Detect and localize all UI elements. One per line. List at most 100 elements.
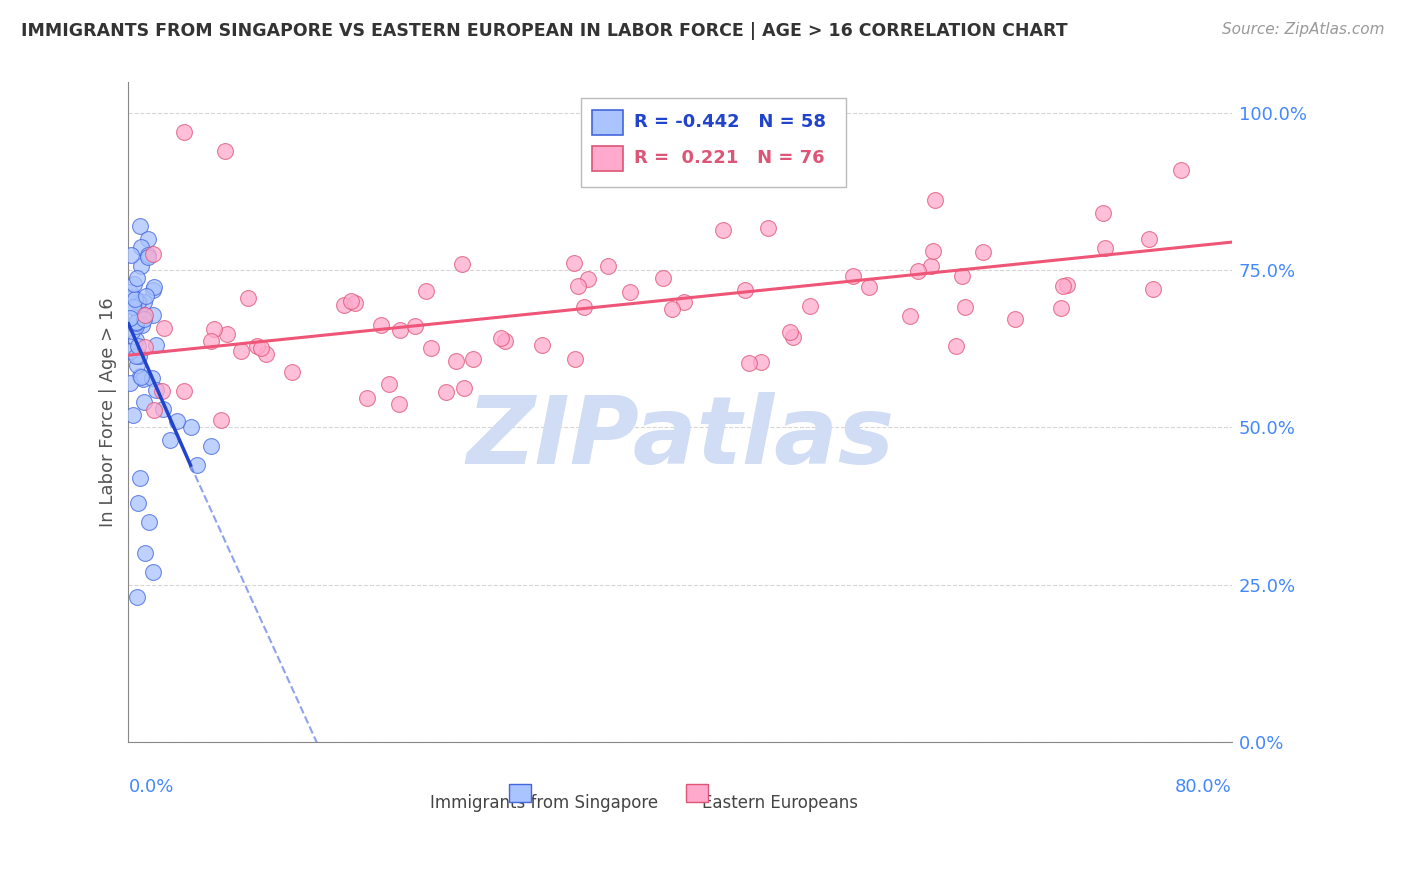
Point [125,270,148,285]
Point [142,402,165,417]
Point [118,343,141,358]
Point [127,339,149,353]
Point [254,347,277,361]
Point [494,334,516,349]
Point [142,565,165,579]
Point [120,247,142,261]
Point [1050,301,1073,315]
Point [567,279,589,293]
Point [134,340,156,354]
Y-axis label: In Labor Force | Age > 16: In Labor Force | Age > 16 [100,297,117,526]
Point [1170,163,1192,178]
Point [127,316,149,330]
Point [145,338,167,352]
Point [124,333,146,347]
Point [132,372,155,386]
Point [145,383,167,397]
Point [217,326,239,341]
Point [356,391,378,405]
Point [451,257,474,271]
Point [531,338,554,352]
Point [343,296,366,310]
Point [779,325,801,339]
Point [1094,241,1116,255]
Point [138,515,160,529]
Point [122,277,145,291]
Text: ZIPatlas: ZIPatlas [465,392,894,484]
Point [749,355,772,369]
Point [131,318,153,332]
Point [127,496,149,510]
Point [711,223,734,237]
Point [858,280,880,294]
Point [200,439,222,453]
Point [118,285,141,300]
Point [214,144,236,158]
Point [1052,279,1074,293]
FancyBboxPatch shape [592,146,623,171]
Point [118,311,141,326]
Point [125,316,148,330]
FancyBboxPatch shape [509,784,531,802]
Point [132,312,155,326]
Point [924,193,946,207]
Point [209,413,232,427]
Point [491,331,513,345]
Point [619,285,641,299]
Text: Source: ZipAtlas.com: Source: ZipAtlas.com [1222,22,1385,37]
Text: IMMIGRANTS FROM SINGAPORE VS EASTERN EUROPEAN IN LABOR FORCE | AGE > 16 CORRELAT: IMMIGRANTS FROM SINGAPORE VS EASTERN EUR… [21,22,1067,40]
Point [339,294,361,309]
Point [120,376,142,390]
Point [446,354,468,368]
Point [143,279,166,293]
Point [782,330,804,344]
Point [141,371,163,385]
Point [121,408,143,422]
Point [128,294,150,309]
Point [125,590,148,604]
Point [124,292,146,306]
Text: R =  0.221   N = 76: R = 0.221 N = 76 [634,149,824,167]
Point [651,271,673,285]
Point [420,341,443,355]
Point [132,308,155,322]
Point [378,377,401,392]
Point [1137,232,1160,246]
Point [173,384,195,398]
Point [129,240,152,254]
Point [564,256,586,270]
Point [388,323,411,337]
Point [186,458,208,472]
Point [572,300,595,314]
Point [142,283,165,297]
Point [129,259,152,273]
Text: 0.0%: 0.0% [128,778,174,796]
Point [132,395,155,409]
Text: R = -0.442   N = 58: R = -0.442 N = 58 [634,113,825,131]
Point [415,284,437,298]
Text: Immigrants from Singapore: Immigrants from Singapore [430,795,658,813]
Point [127,359,149,373]
Point [128,368,150,383]
Point [898,309,921,323]
Point [180,420,202,434]
Point [129,370,152,384]
Point [152,401,174,416]
Point [922,244,945,258]
Point [1091,205,1114,219]
Point [159,433,181,447]
Point [122,290,145,304]
Point [672,294,695,309]
Point [281,365,304,379]
Point [950,268,973,283]
Text: 80.0%: 80.0% [1175,778,1232,796]
Point [125,315,148,329]
Point [142,308,165,322]
Point [202,322,225,336]
Point [134,546,156,560]
Point [142,247,165,261]
Point [404,318,426,333]
Point [756,220,779,235]
Point [388,397,411,411]
Point [124,301,146,315]
